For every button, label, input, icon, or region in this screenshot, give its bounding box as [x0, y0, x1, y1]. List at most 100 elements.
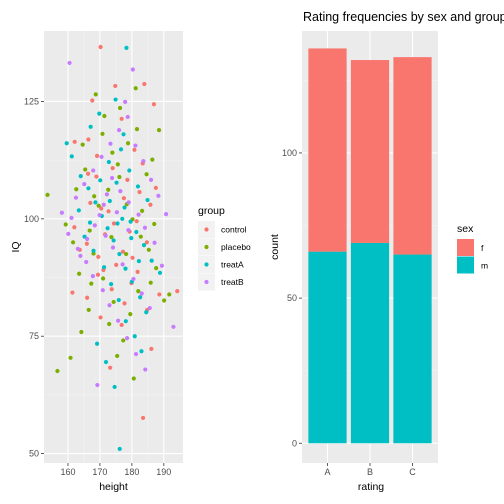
scatter-point-control: [95, 272, 101, 277]
scatter-point-treatB: [91, 168, 96, 173]
scatter-legend-marker-control: [204, 227, 209, 232]
scatter-point-control: [137, 189, 142, 195]
scatter-point-treatB: [156, 193, 161, 198]
scatter-legend-marker-treatA: [204, 262, 209, 267]
scatter-point-placebo: [83, 167, 88, 172]
scatter-point-treatA: [135, 184, 141, 189]
scatter-point-treatB: [67, 60, 72, 66]
scatter-point-placebo: [148, 280, 153, 285]
scatter-point-placebo: [136, 289, 141, 294]
scatter-point-treatB: [130, 67, 135, 72]
scatter-point-treatB: [125, 114, 130, 120]
scatter-point-placebo: [92, 194, 97, 199]
scatter-point-treatA: [76, 208, 81, 213]
scatter-point-placebo: [115, 162, 120, 167]
scatter-point-treatA: [117, 446, 122, 452]
scatter-legend-label: treatA: [221, 260, 244, 270]
scatter-point-control: [109, 287, 114, 292]
scatter-point-treatA: [97, 111, 102, 116]
scatter-y-ticks: 50 75 100 125: [24, 96, 44, 459]
scatter-point-control: [94, 153, 100, 159]
scatter-point-treatB: [124, 335, 130, 341]
bar-segment-B-f: [350, 60, 390, 243]
scatter-point-placebo: [134, 127, 140, 132]
scatter-x-ticks: 160 170 180 190: [60, 463, 171, 477]
scatter-point-treatA: [69, 154, 74, 159]
scatter-point-control: [130, 255, 135, 260]
scatter-point-placebo: [138, 234, 143, 239]
scatter-point-control: [94, 174, 99, 179]
scatter-point-control: [70, 290, 75, 295]
scatter-point-control: [72, 139, 77, 144]
scatter-point-treatA: [138, 295, 143, 300]
scatter-point-placebo: [125, 141, 131, 146]
bar-legend-title: sex: [457, 223, 474, 235]
scatter-point-placebo: [107, 321, 112, 327]
scatter-point-control: [85, 295, 90, 300]
scatter-point-treatA: [134, 229, 139, 235]
scatter-point-placebo: [117, 105, 123, 111]
bar-legend-label: m: [481, 261, 488, 271]
scatter-x-tick-label: 160: [60, 467, 75, 477]
scatter-legend-marker-placebo: [204, 244, 209, 250]
scatter-point-placebo: [133, 86, 138, 91]
scatter-point-treatA: [111, 238, 116, 243]
scatter-point-control: [98, 44, 103, 50]
scatter-point-treatB: [163, 212, 169, 217]
bar-legend: sex fm: [457, 223, 488, 274]
scatter-point-treatB: [92, 223, 97, 228]
bar-x-tick-label: A: [324, 467, 330, 477]
scatter-point-treatA: [124, 45, 129, 51]
scatter-point-treatB: [99, 154, 104, 159]
scatter-point-placebo: [150, 157, 155, 162]
bar-y-tick-label: 50: [287, 293, 297, 303]
scatter-point-treatB: [148, 177, 154, 182]
scatter-point-control: [85, 171, 91, 176]
scatter-point-treatA: [123, 266, 128, 271]
bar-legend-key-f: [457, 239, 474, 256]
scatter-point-treatA: [112, 384, 117, 390]
scatter-point-treatA: [127, 168, 132, 173]
scatter-point-treatA: [123, 319, 128, 324]
scatter-point-control: [142, 81, 147, 87]
scatter-point-placebo: [100, 131, 105, 136]
scatter-point-control: [175, 289, 180, 294]
scatter-point-placebo: [101, 276, 106, 281]
scatter-point-placebo: [74, 187, 79, 192]
scatter-point-control: [119, 116, 124, 121]
scatter-point-control: [119, 322, 124, 328]
scatter-point-treatB: [66, 231, 71, 236]
scatter-point-treatB: [133, 351, 139, 357]
scatter-point-placebo: [55, 368, 60, 374]
scatter-point-placebo: [63, 222, 68, 227]
bar-x-axis-title: rating: [358, 481, 384, 493]
scatter-point-treatB: [114, 210, 119, 215]
scatter-point-treatB: [147, 305, 152, 311]
scatter-point-treatB: [133, 143, 138, 148]
scatter-point-treatA: [139, 349, 144, 354]
scatter-point-treatB: [85, 236, 90, 242]
scatter-point-control: [110, 166, 115, 171]
scatter-point-treatB: [97, 212, 102, 218]
scatter-point-treatB: [141, 158, 146, 164]
scatter-point-placebo: [111, 299, 116, 305]
scatter-point-treatB: [126, 227, 131, 233]
bar-y-tick-label: 100: [282, 148, 297, 158]
bar-legend-label: f: [481, 243, 484, 253]
scatter-point-treatB: [95, 382, 100, 388]
scatter-point-control: [96, 254, 101, 259]
scatter-point-treatA: [118, 147, 124, 152]
scatter-point-placebo: [128, 312, 133, 317]
scatter-point-placebo: [131, 376, 136, 381]
scatter-point-treatA: [136, 258, 142, 264]
scatter-point-placebo: [87, 228, 92, 233]
scatter-point-placebo: [124, 251, 129, 257]
scatter-point-treatB: [78, 253, 83, 259]
scatter-point-placebo: [86, 307, 91, 313]
scatter-point-treatB: [123, 99, 128, 105]
bar-x-tick-label: C: [409, 467, 416, 477]
scatter-point-control: [148, 202, 153, 207]
bar-segment-C-m: [393, 254, 432, 444]
